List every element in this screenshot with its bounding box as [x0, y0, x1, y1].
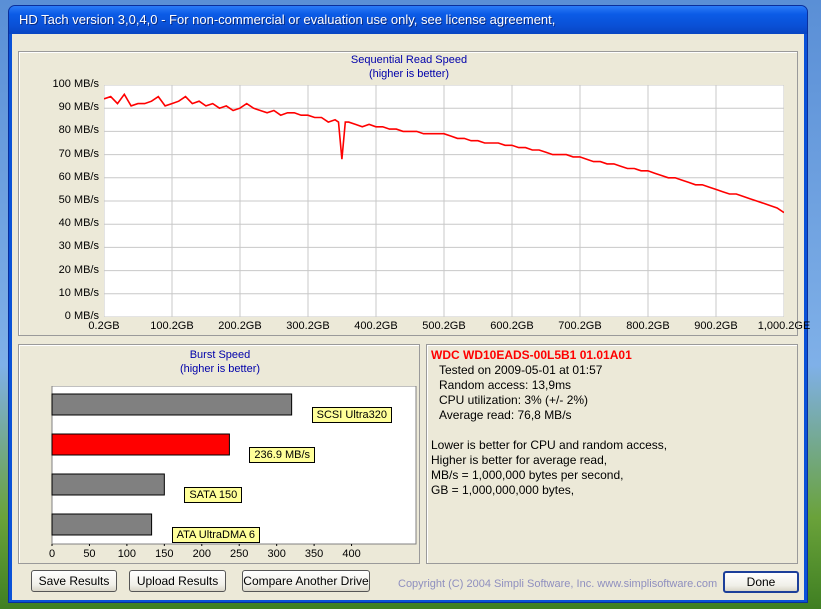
- burst-bar: [51, 473, 165, 496]
- read-x-tick-label: 300.2GB: [286, 320, 330, 332]
- read-x-tick-label: 1,000.2GE: [757, 320, 811, 332]
- window-body: Sequential Read Speed (higher is better)…: [12, 34, 810, 600]
- read-speed-panel: Sequential Read Speed (higher is better)…: [18, 51, 810, 336]
- note-line-1: Lower is better for CPU and random acces…: [431, 438, 668, 452]
- burst-title-line1: Burst Speed: [189, 349, 251, 361]
- read-y-tick-label: 70 MB/s: [58, 147, 99, 160]
- compare-drive-button[interactable]: Compare Another Drive: [242, 570, 370, 592]
- upload-results-label: Upload Results: [136, 574, 219, 588]
- burst-x-tick-label: 200: [192, 548, 211, 560]
- burst-x-tick-label: 100: [117, 548, 137, 560]
- burst-bar-label: SCSI Ultra320: [311, 407, 392, 423]
- read-y-tick-label: 0 MB/s: [64, 310, 99, 322]
- read-y-tick-label: 90 MB/s: [58, 101, 99, 114]
- title-bar[interactable]: HD Tach version 3,0,4,0 - For non-commer…: [9, 6, 807, 34]
- read-x-tick-label: 800.2GB: [626, 320, 670, 332]
- burst-x-tick-label: 0: [48, 548, 56, 560]
- read-x-tick-label: 900.2GB: [694, 320, 738, 332]
- done-button[interactable]: Done: [723, 571, 799, 593]
- burst-chart-title: Burst Speed (higher is better): [19, 348, 421, 376]
- read-title-line2: (higher is better): [368, 68, 450, 80]
- burst-bar-label: ATA UltraDMA 6: [171, 527, 261, 543]
- random-access: Random access: 13,9ms: [439, 378, 572, 392]
- save-results-button[interactable]: Save Results: [31, 570, 117, 592]
- read-x-tick-label: 600.2GB: [490, 320, 534, 332]
- read-y-tick-label: 40 MB/s: [58, 217, 99, 230]
- done-label: Done: [746, 575, 776, 589]
- burst-x-tick-label: 250: [230, 548, 249, 560]
- upload-results-button[interactable]: Upload Results: [129, 570, 226, 592]
- burst-bar: [51, 433, 230, 456]
- drive-model: WDC WD10EADS-00L5B1 01.01A01: [431, 348, 632, 362]
- read-x-tick-label: 500.2GB: [422, 320, 466, 332]
- note-line-2: Higher is better for average read,: [431, 453, 608, 467]
- app-window: HD Tach version 3,0,4,0 - For non-commer…: [8, 5, 810, 603]
- read-chart-title: Sequential Read Speed (higher is better): [19, 53, 799, 81]
- read-x-tick-label: 400.2GB: [354, 320, 398, 332]
- read-y-tick-label: 100 MB/s: [52, 78, 99, 90]
- burst-x-tick-label: 300: [267, 548, 286, 560]
- read-y-tick-label: 60 MB/s: [58, 170, 99, 183]
- read-y-tick-label: 10 MB/s: [58, 286, 99, 299]
- burst-x-tick-label: 150: [155, 548, 174, 560]
- burst-title-line2: (higher is better): [179, 363, 261, 375]
- burst-speed-panel: Burst Speed (higher is better) 0 50 100 150…: [18, 344, 420, 564]
- read-x-tick-label: 0.2GB: [88, 320, 120, 332]
- read-x-tick-label: 700.2GB: [558, 320, 602, 332]
- read-y-tick-label: 80 MB/s: [58, 124, 99, 137]
- test-date: Tested on 2009-05-01 at 01:57: [439, 363, 603, 377]
- read-y-tick-label: 30 MB/s: [58, 240, 99, 253]
- burst-bar: [51, 513, 153, 536]
- read-speed-line: [104, 92, 784, 214]
- burst-bar-label: 236.9 MB/s: [249, 447, 316, 463]
- note-line-3: MB/s = 1,000,000 bytes per second,: [431, 468, 624, 482]
- drive-info-panel: WDC WD10EADS-00L5B1 01.01A01 Tested on 2…: [426, 344, 798, 564]
- average-read: Average read: 76,8 MB/s: [439, 408, 572, 422]
- copyright-link[interactable]: Copyright (C) 2004 Simpli Software, Inc.…: [398, 578, 718, 590]
- read-x-tick-label: 100.2GB: [150, 320, 194, 332]
- read-speed-chart: [104, 85, 784, 317]
- read-x-tick-label: 200.2GB: [218, 320, 262, 332]
- compare-drive-label: Compare Another Drive: [243, 574, 369, 588]
- burst-x-tick-label: 50: [83, 548, 96, 560]
- save-results-label: Save Results: [38, 574, 110, 588]
- burst-x-tick-label: 400: [342, 548, 361, 560]
- burst-x-tick-label: 350: [304, 548, 324, 560]
- burst-bar: [51, 393, 293, 416]
- read-y-tick-label: 50 MB/s: [58, 194, 99, 206]
- window-title: HD Tach version 3,0,4,0 - For non-commer…: [19, 12, 556, 27]
- note-line-4: GB = 1,000,000,000 bytes,: [431, 483, 575, 497]
- read-title-line1: Sequential Read Speed: [350, 54, 468, 66]
- burst-bar-label: SATA 150: [184, 487, 243, 503]
- cpu-utilization: CPU utilization: 3% (+/- 2%): [439, 393, 589, 407]
- read-y-tick-label: 20 MB/s: [58, 263, 99, 276]
